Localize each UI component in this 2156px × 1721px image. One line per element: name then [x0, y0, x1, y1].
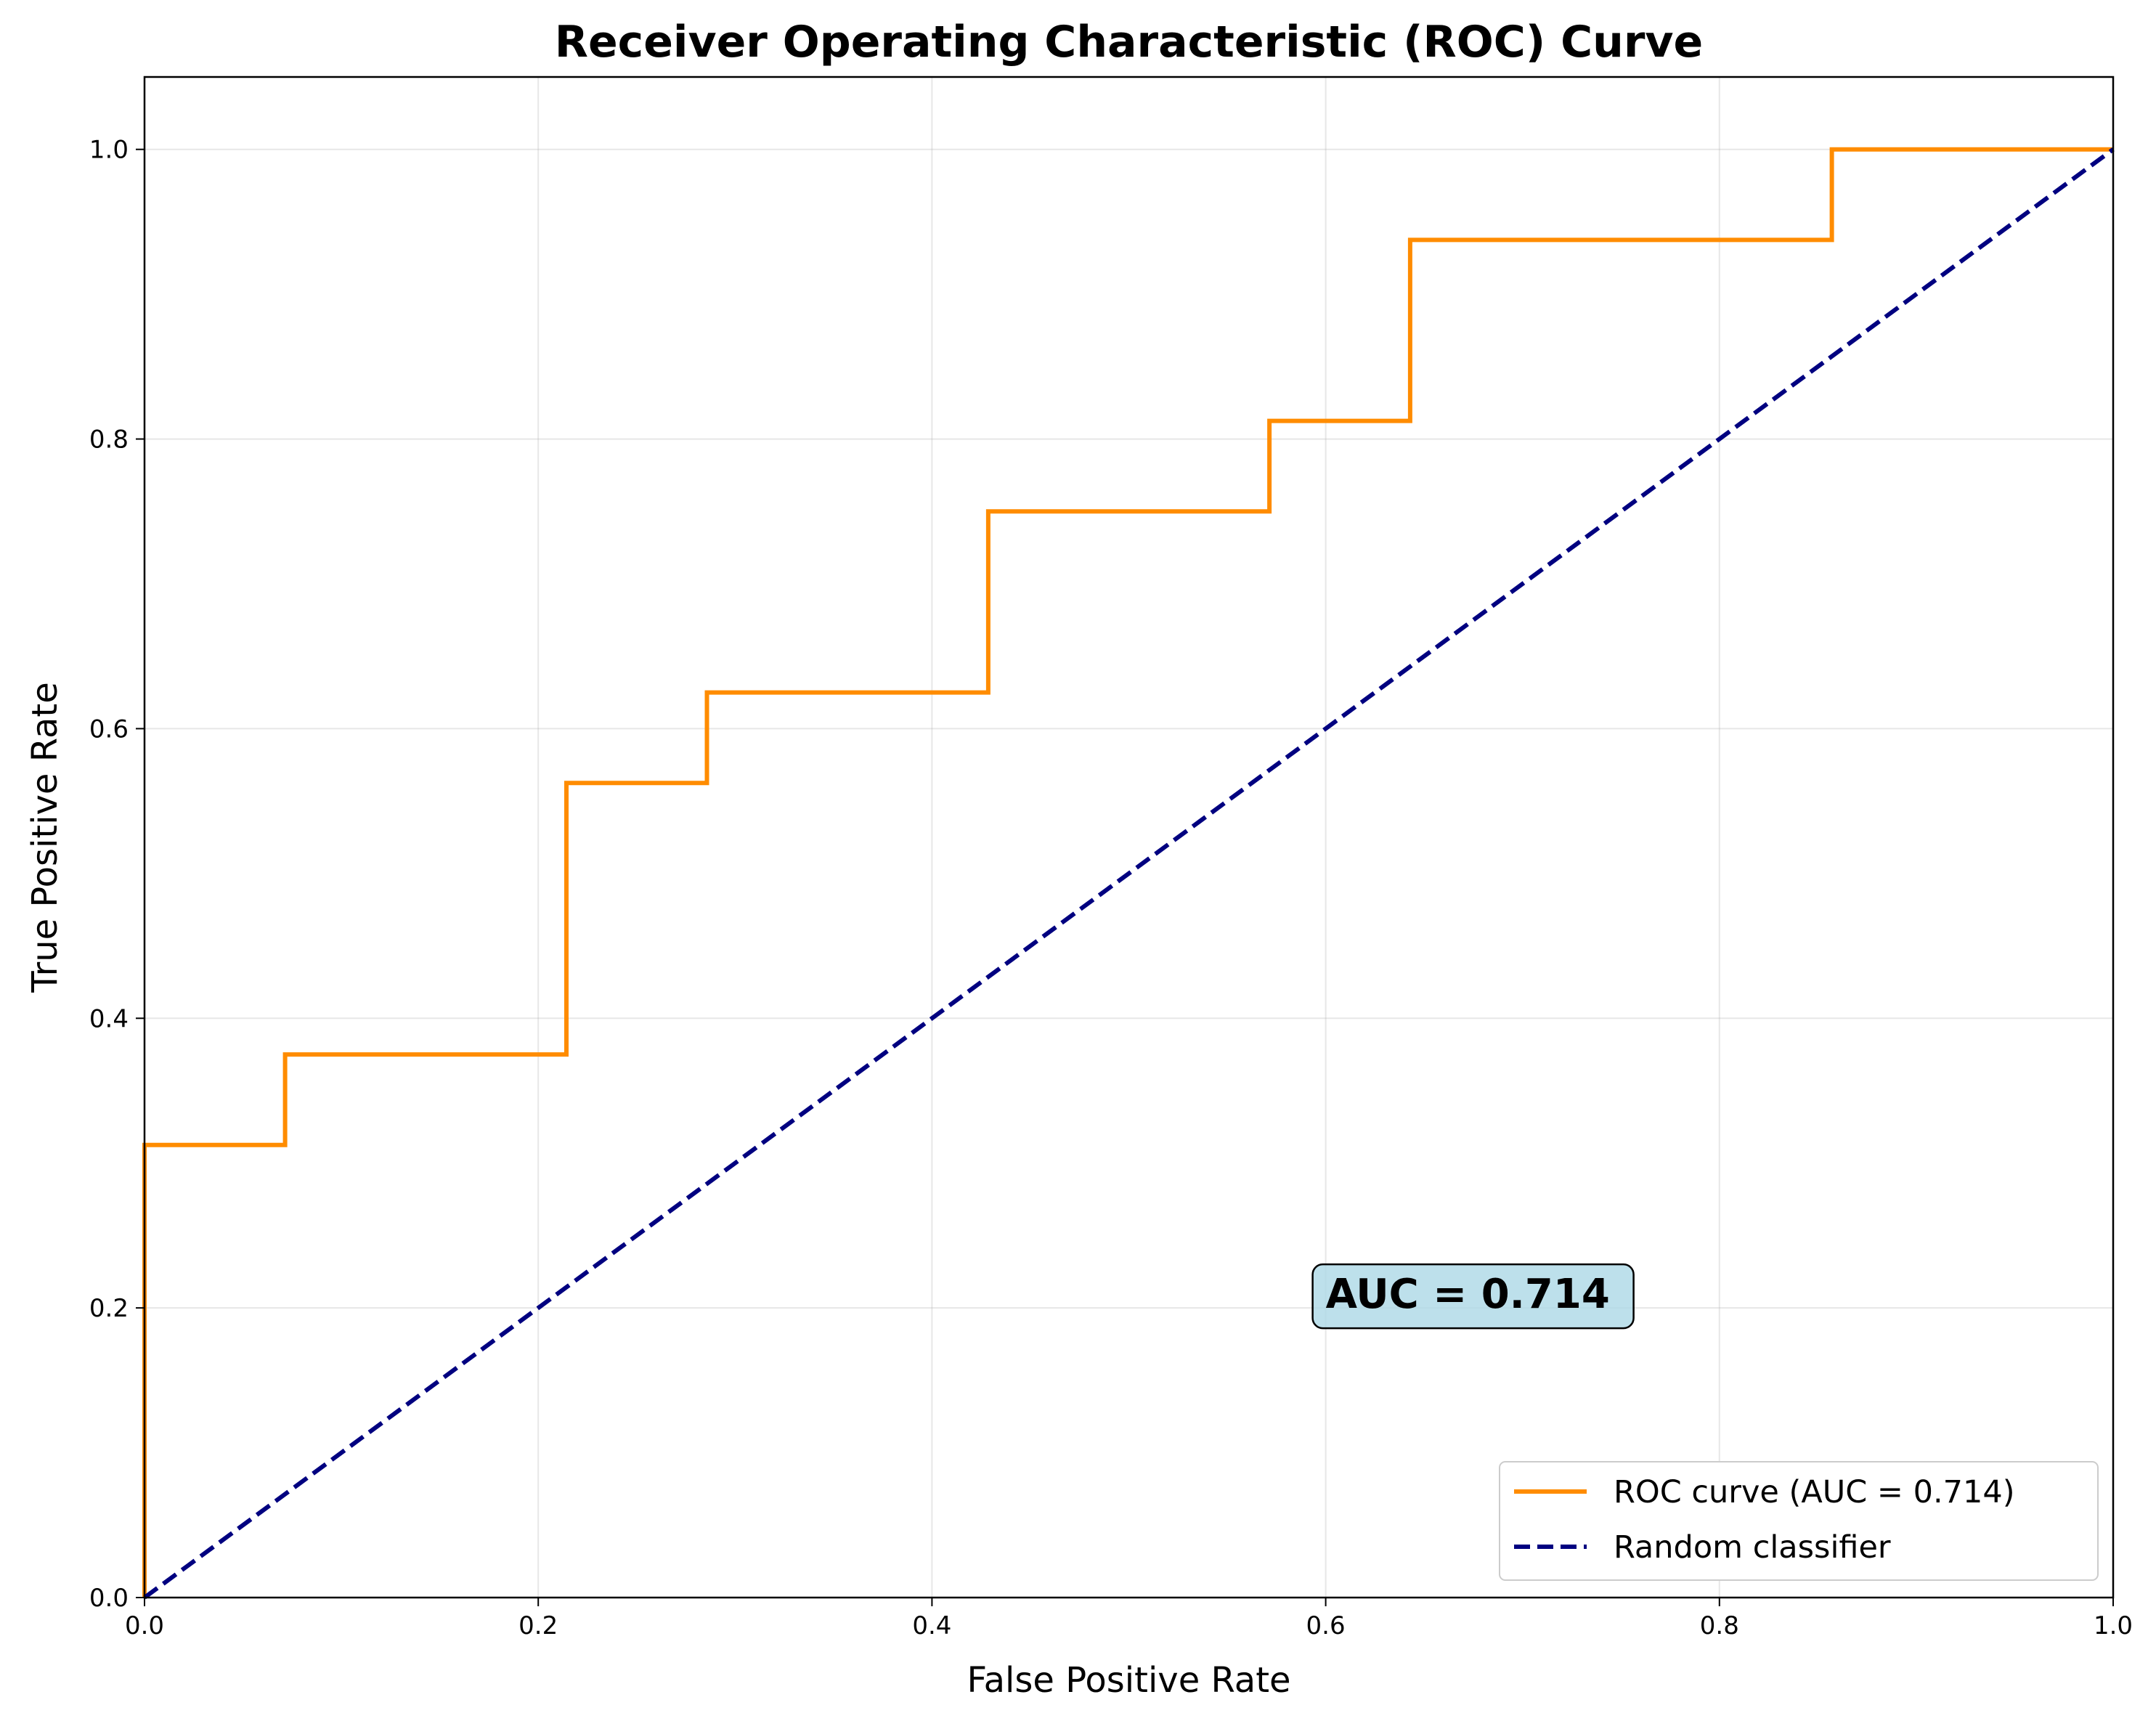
y-tick-label: 0.6	[89, 715, 129, 744]
auc-annotation: AUC = 0.714	[1311, 1263, 1635, 1330]
legend-label-roc-curve: ROC curve (AUC = 0.714)	[1614, 1474, 2015, 1510]
legend: ROC curve (AUC = 0.714) Random classifie…	[1499, 1461, 2099, 1581]
auc-annotation-box	[1311, 1263, 1635, 1330]
x-tick-label: 1.0	[2094, 1611, 2133, 1640]
plot-frame	[143, 76, 2115, 1599]
legend-label-random-classifier: Random classifier	[1614, 1529, 1891, 1566]
roc-curve-line	[142, 147, 2113, 1598]
x-axis-label: False Positive Rate	[967, 1660, 1290, 1701]
y-tick-label: 0.4	[89, 1004, 129, 1033]
auc-annotation-text: AUC = 0.714	[1326, 1271, 1610, 1318]
y-tick-label: 0.2	[89, 1294, 129, 1323]
x-tick-label: 0.0	[125, 1611, 164, 1640]
y-tick-label: 1.0	[89, 136, 129, 165]
legend-box	[1499, 1461, 2099, 1581]
plot-series	[142, 147, 2115, 1600]
x-tick-label: 0.6	[1306, 1611, 1346, 1640]
chart-title: Receiver Operating Characteristic (ROC) …	[555, 17, 1703, 68]
grid	[144, 77, 2114, 1598]
x-tick-label: 0.4	[912, 1611, 951, 1640]
y-tick-label: 0.8	[89, 426, 129, 455]
x-tick-label: 0.2	[518, 1611, 558, 1640]
x-tick-label: 0.8	[1700, 1611, 1739, 1640]
y-tick-label: 0.0	[89, 1584, 129, 1613]
random-classifier-line	[143, 147, 2115, 1600]
y-axis-label: True Positive Rate	[25, 682, 65, 993]
axis-ticks: 0.0 0.2 0.4 0.6 0.8 1.0 0.0 0.2 0.4 0.6 0.8 1.0	[89, 136, 2133, 1640]
